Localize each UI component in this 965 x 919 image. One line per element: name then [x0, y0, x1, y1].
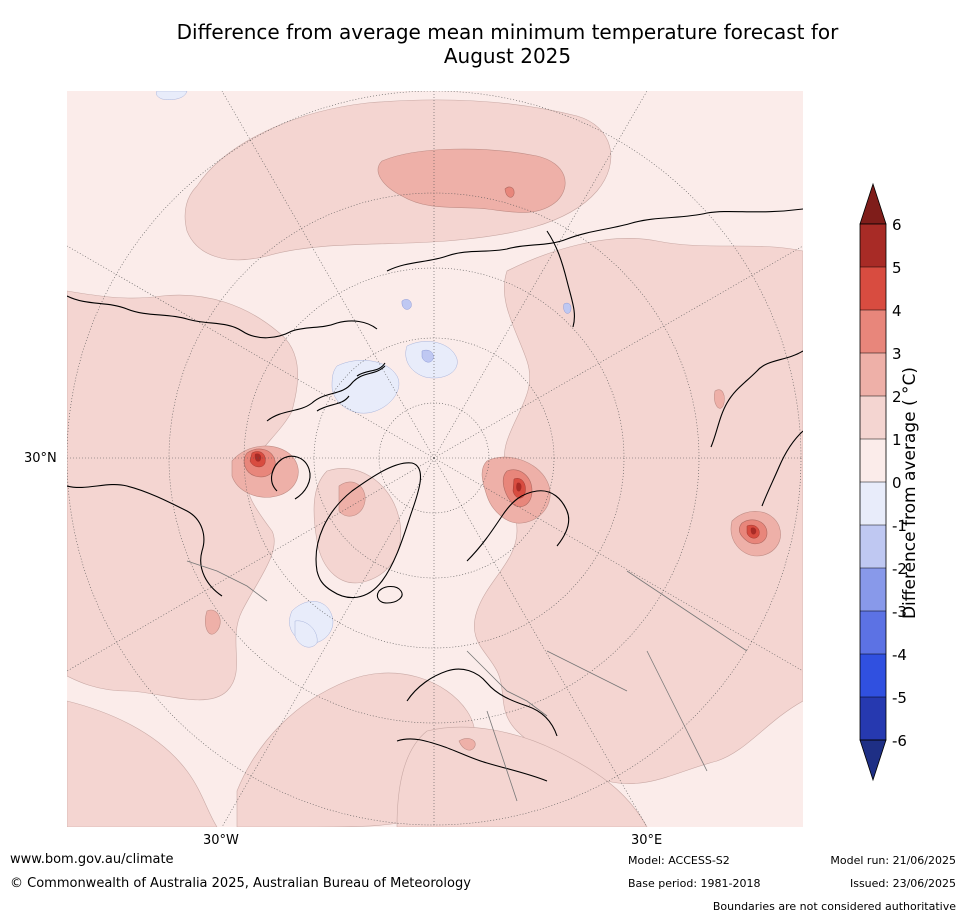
colorbar-bin-neg6-neg5 — [860, 697, 886, 740]
lon-label-30e: 30°E — [631, 833, 663, 848]
coastlines — [67, 208, 803, 782]
colorbar-tick-label: -4 — [892, 646, 907, 664]
anomaly-4-5-regions — [249, 451, 760, 539]
north-america-west-coast — [67, 484, 223, 597]
lon-label-30w: 30°W — [203, 833, 239, 848]
arctic-neg-anomaly-small — [401, 299, 412, 310]
mediterranean-coast — [396, 738, 548, 782]
colorbar-bin-neg3-neg2 — [860, 568, 886, 611]
website-link[interactable]: www.bom.gov.au/climate — [10, 852, 174, 867]
border-russia-china — [626, 570, 748, 652]
greenland-anomaly — [313, 468, 401, 584]
colorbar-tick-label: 6 — [892, 216, 902, 234]
title-line-2: August 2025 — [443, 44, 572, 68]
colorbar-bin-neg1-0 — [860, 482, 886, 525]
copyright-notice: © Commonwealth of Australia 2025, Austra… — [10, 876, 471, 891]
map-title: Difference from average mean minimum tem… — [60, 20, 955, 68]
colorbar-tick-label: -1 — [892, 517, 907, 535]
pacific-islands-anomaly — [205, 609, 221, 635]
boundaries-disclaimer: Boundaries are not considered authoritat… — [712, 900, 956, 913]
border-europe-2 — [486, 710, 518, 802]
kamchatka-anomaly — [714, 389, 725, 409]
colorbar-legend: 6 5 4 3 2 1 0 -1 -2 -3 -4 -5 -6 — [855, 180, 965, 785]
colorbar-extend-top — [859, 182, 887, 225]
east-asia-coast — [710, 350, 803, 448]
colorbar-tick-label: -3 — [892, 603, 907, 621]
baffin-anomaly — [331, 360, 399, 414]
canadian-arctic-coast — [266, 365, 386, 422]
colorbar-bin-neg5-neg4 — [860, 654, 886, 697]
colorbar-bin-2-3 — [860, 353, 886, 396]
colorbar-tick-label: -6 — [892, 732, 907, 750]
colorbar-bin-4-5 — [860, 267, 886, 310]
border-canada-us — [186, 560, 268, 602]
alaska-anomaly-peak — [254, 453, 262, 462]
scandinavia-coast — [466, 490, 570, 562]
colorbar-bin-5-6 — [860, 224, 886, 267]
atlantic-small-neg-anomaly — [294, 620, 318, 648]
colorbar-tick-label: 0 — [892, 474, 902, 492]
labrador-anomaly — [338, 481, 366, 517]
colorbar-bin-3-4 — [860, 310, 886, 353]
base-period: Base period: 1981-2018 — [628, 877, 761, 890]
forecast-map — [67, 91, 803, 827]
kara-sea-anomaly — [377, 148, 566, 213]
siberia-arctic-coast — [386, 208, 803, 272]
colorbar-title: Difference from average ( °C) — [900, 366, 920, 620]
border-central-asia — [546, 650, 628, 692]
east-siberia-neg-anomaly-mid — [421, 349, 434, 363]
alaska-coast — [67, 295, 378, 339]
north-pacific-anomaly — [67, 290, 298, 701]
kamchatka-coast — [546, 230, 576, 328]
colorbar-tick-label: 5 — [892, 259, 902, 277]
colorbar-bin-0-1 — [860, 439, 886, 482]
colorbar-bin-neg2-neg1 — [860, 525, 886, 568]
graticule — [67, 91, 803, 827]
hudson-bay-coast — [271, 455, 311, 500]
okhotsk-neg-anomaly — [563, 302, 572, 314]
kara-sea-anomaly-mid — [504, 186, 515, 198]
europe-coast — [406, 668, 558, 737]
country-borders — [186, 560, 748, 802]
europe-anomaly — [396, 726, 648, 827]
arctic-islands-coast — [316, 362, 386, 412]
mongolia-anomaly-peak — [750, 527, 757, 535]
japan-coast — [761, 430, 803, 507]
model-name: Model: ACCESS-S2 — [628, 854, 730, 867]
anomaly-neg-1-2-regions — [401, 299, 572, 363]
colorbar-tick-label: 4 — [892, 302, 902, 320]
colorbar-extend-bottom — [859, 739, 887, 782]
issued-date: Issued: 23/06/2025 — [849, 877, 956, 890]
anomaly-1-2-regions — [67, 99, 803, 827]
model-run-date: Model run: 21/06/2025 — [830, 854, 956, 867]
colorbar-tick-label: 3 — [892, 345, 902, 363]
laptev-neg-anomaly — [155, 91, 188, 100]
anomaly-5-6-regions — [254, 453, 757, 535]
anomaly-negative-regions — [155, 91, 458, 648]
greenland-coast — [315, 462, 421, 599]
colorbar-bin-1-2 — [860, 396, 886, 439]
border-europe-1 — [466, 650, 548, 717]
border-asia-1 — [646, 650, 708, 772]
lat-label-30n: 30°N — [24, 451, 57, 466]
title-line-1: Difference from average mean minimum tem… — [176, 20, 839, 44]
colorbar-bin-neg4-neg3 — [860, 611, 886, 654]
colorbar-tick-label: 2 — [892, 388, 902, 406]
mediterranean-anomaly — [458, 738, 476, 751]
scandinavia-anomaly-peak — [516, 482, 522, 492]
southwest-anomaly — [67, 700, 218, 827]
colorbar-tick-label: -5 — [892, 689, 907, 707]
colorbar-tick-label: 1 — [892, 431, 902, 449]
colorbar-tick-label: -2 — [892, 560, 907, 578]
iceland-coast — [376, 585, 403, 604]
eurasia-anomaly — [474, 238, 803, 785]
